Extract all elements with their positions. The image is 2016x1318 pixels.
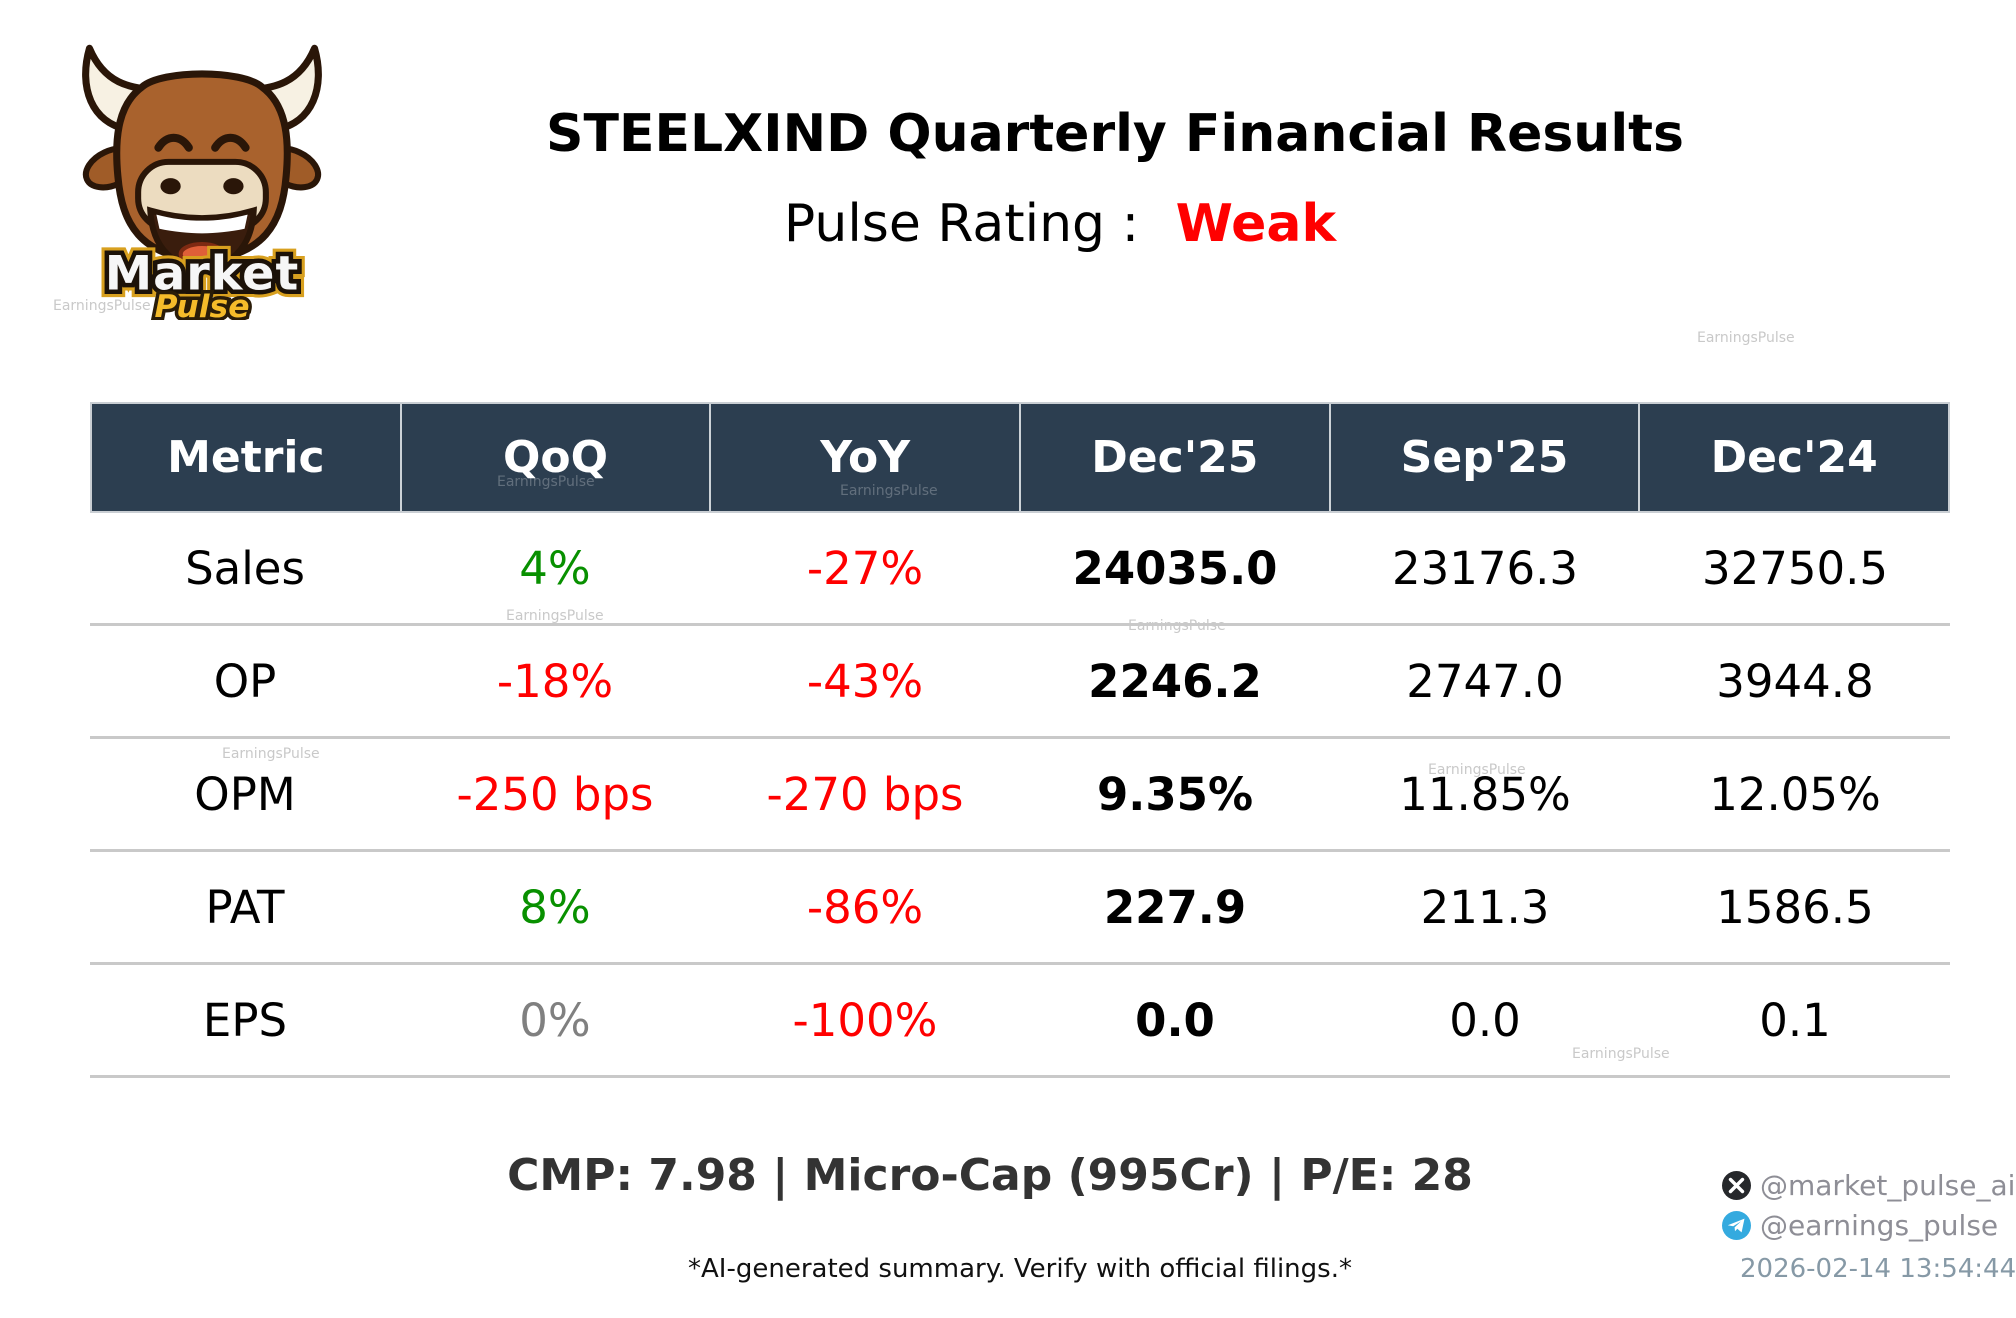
table-row-eps: EPS 0% -100% 0.0 0.0 0.1	[90, 965, 1950, 1078]
page-title: STEELXIND Quarterly Financial Results	[546, 104, 1684, 164]
table-row-opm: OPM -250 bps -270 bps 9.35% 11.85% 12.05…	[90, 739, 1950, 852]
earningspulse-watermark: EarningsPulse	[1428, 762, 1526, 778]
cell-sep25: 211.3	[1420, 880, 1550, 934]
twitter-row: @market_pulse_ai	[1722, 1168, 2016, 1202]
cell-dec25: 0.0	[1135, 993, 1215, 1047]
cell-dec24: 1586.5	[1716, 880, 1874, 934]
cell-dec25: 9.35%	[1096, 767, 1254, 821]
earningspulse-watermark: EarningsPulse	[222, 746, 320, 762]
cell-metric: PAT	[205, 880, 285, 934]
pulse-rating-value: Weak	[1175, 194, 1337, 254]
telegram-handle: @earnings_pulse	[1760, 1208, 1999, 1242]
cell-dec25: 2246.2	[1088, 654, 1262, 708]
x-twitter-icon	[1722, 1170, 1751, 1200]
cell-qoq: 4%	[519, 541, 591, 595]
cell-metric: OPM	[194, 767, 296, 821]
logo-market-text: Market	[105, 247, 300, 302]
cell-yoy: -86%	[806, 880, 924, 934]
social-block: @market_pulse_ai @earnings_pulse 2026-02…	[1722, 1168, 2016, 1284]
earningspulse-watermark: EarningsPulse	[840, 483, 938, 499]
cell-sep25: 23176.3	[1391, 541, 1579, 595]
cell-sep25: 2747.0	[1406, 654, 1564, 708]
cell-yoy: -43%	[806, 654, 924, 708]
col-header-sep25: Sep'25	[1328, 404, 1639, 511]
market-pulse-logo: Market Market Pulse	[82, 44, 322, 320]
table-header-row: Metric QoQ YoY Dec'25 Sep'25 Dec'24	[90, 402, 1950, 513]
cell-dec25: 24035.0	[1072, 541, 1278, 595]
table-row-sales: Sales 4% -27% 24035.0 23176.3 32750.5	[90, 513, 1950, 626]
table-row-pat: PAT 8% -86% 227.9 211.3 1586.5	[90, 852, 1950, 965]
bull-left-eye	[154, 133, 193, 152]
cell-yoy: -100%	[792, 993, 938, 1047]
pulse-rating-label: Pulse Rating :	[783, 194, 1156, 254]
twitter-handle: @market_pulse_ai	[1760, 1168, 2016, 1202]
financials-table: Metric QoQ YoY Dec'25 Sep'25 Dec'24 Sale…	[90, 402, 1950, 1078]
cell-dec24: 32750.5	[1701, 541, 1889, 595]
disclaimer-text: *AI-generated summary. Verify with offic…	[688, 1254, 1352, 1284]
bull-tongue	[178, 241, 226, 267]
cell-qoq: -18%	[496, 654, 614, 708]
cell-qoq: 8%	[519, 880, 591, 934]
cell-yoy: -270 bps	[766, 767, 964, 821]
col-header-metric: Metric	[167, 432, 325, 483]
cell-sep25: 0.0	[1449, 993, 1521, 1047]
earningspulse-watermark: EarningsPulse	[506, 608, 604, 624]
bull-right-nostril	[223, 178, 244, 195]
cell-qoq: 0%	[519, 993, 591, 1047]
cell-metric: OP	[213, 654, 277, 708]
bull-left-nostril	[160, 178, 181, 195]
telegram-icon	[1722, 1210, 1751, 1240]
cell-dec25: 227.9	[1103, 880, 1247, 934]
cell-metric: Sales	[185, 541, 305, 595]
cell-dec24: 12.05%	[1709, 767, 1881, 821]
bull-teeth	[156, 214, 248, 234]
summary-line: CMP: 7.98 | Micro-Cap (995Cr) | P/E: 28	[507, 1150, 1473, 1201]
earningspulse-watermark: EarningsPulse	[497, 474, 595, 490]
col-header-yoy: YoY	[709, 404, 1019, 511]
cell-metric: EPS	[202, 993, 288, 1047]
timestamp: 2026-02-14 13:54:44	[1740, 1254, 2016, 1284]
col-header-qoq: QoQ	[399, 404, 710, 511]
earningspulse-watermark: EarningsPulse	[1128, 618, 1226, 634]
earningspulse-watermark: EarningsPulse	[1572, 1046, 1670, 1062]
earningspulse-watermark: EarningsPulse	[53, 298, 151, 314]
cell-dec24: 3944.8	[1716, 654, 1874, 708]
earningspulse-watermark: EarningsPulse	[1697, 330, 1795, 346]
cell-yoy: -27%	[806, 541, 924, 595]
logo-market-glow: Market	[105, 247, 300, 302]
logo-pulse-text: Pulse	[154, 289, 249, 320]
col-header-dec25: Dec'25	[1019, 404, 1329, 511]
pulse-rating-line: Pulse Rating : Weak	[420, 194, 1700, 254]
bull-right-eye	[211, 133, 250, 152]
cell-dec24: 0.1	[1759, 993, 1831, 1047]
table-row-op: OP -18% -43% 2246.2 2747.0 3944.8	[90, 626, 1950, 739]
telegram-row: @earnings_pulse	[1722, 1208, 2016, 1242]
col-header-dec24: Dec'24	[1638, 404, 1948, 511]
cell-qoq: -250 bps	[456, 767, 654, 821]
cell-sep25: 11.85%	[1399, 767, 1571, 821]
